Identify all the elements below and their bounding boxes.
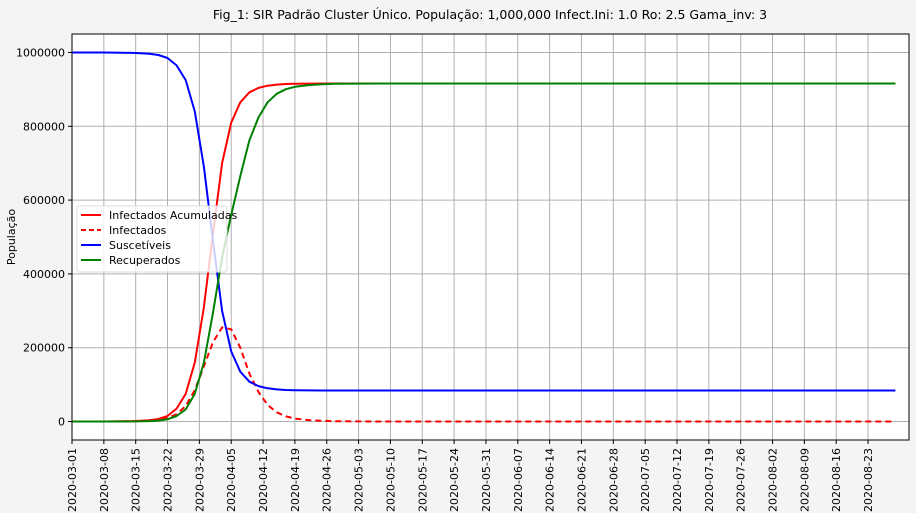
x-tick-label: 2020-06-14 xyxy=(544,448,557,512)
y-tick-label: 600000 xyxy=(23,194,65,207)
x-tick-label: 2020-07-12 xyxy=(671,448,684,512)
plot-area xyxy=(71,33,910,441)
x-tick-label: 2020-03-22 xyxy=(162,448,175,512)
legend-box xyxy=(76,205,228,273)
x-axis: 2020-03-01 2020-03-08 2020-03-15 2020-03-22… xyxy=(66,440,875,512)
x-tick-label: 2020-04-12 xyxy=(257,448,270,512)
y-tick-label: 400000 xyxy=(23,268,65,281)
legend: Infectados Acumuladas Infectados Suscetíve… xyxy=(76,205,237,273)
x-tick-label: 2020-05-24 xyxy=(448,448,461,512)
x-tick-label: 2020-08-23 xyxy=(862,448,875,512)
y-tick-label: 1000000 xyxy=(16,46,65,59)
x-tick-label: 2020-08-09 xyxy=(798,448,811,512)
x-tick-label: 2020-07-19 xyxy=(703,448,716,512)
x-tick-label: 2020-04-19 xyxy=(289,448,302,512)
x-tick-label: 2020-04-26 xyxy=(321,448,334,512)
x-tick-label: 2020-07-05 xyxy=(639,448,652,512)
y-axis: 0 200000 400000 600000 800000 1000000 xyxy=(16,46,72,429)
x-tick-label: 2020-05-03 xyxy=(353,448,366,512)
y-tick-label: 200000 xyxy=(23,342,65,355)
x-tick-label: 2020-05-17 xyxy=(416,448,429,512)
legend-label: Infectados xyxy=(109,224,167,237)
x-tick-label: 2020-04-05 xyxy=(225,448,238,512)
x-tick-label: 2020-06-28 xyxy=(607,448,620,512)
x-tick-label: 2020-08-16 xyxy=(830,448,843,512)
x-tick-label: 2020-03-08 xyxy=(98,448,111,512)
x-tick-label: 2020-03-15 xyxy=(130,448,143,512)
x-tick-label: 2020-05-31 xyxy=(480,448,493,512)
x-tick-label: 2020-08-02 xyxy=(767,448,780,512)
x-tick-label: 2020-05-10 xyxy=(384,448,397,512)
legend-label: Infectados Acumuladas xyxy=(109,209,237,222)
legend-label: Recuperados xyxy=(109,254,181,267)
chart-title: Fig_1: SIR Padrão Cluster Único. Populaç… xyxy=(213,7,767,22)
y-tick-label: 800000 xyxy=(23,120,65,133)
series-line-suscet-veis xyxy=(72,51,896,392)
x-tick-label: 2020-06-21 xyxy=(575,448,588,512)
x-tick-label: 2020-07-26 xyxy=(735,448,748,512)
x-tick-label: 2020-03-01 xyxy=(66,448,79,512)
x-tick-label: 2020-03-29 xyxy=(193,448,206,512)
y-axis-label: População xyxy=(5,209,18,266)
legend-label: Suscetíveis xyxy=(109,239,171,252)
y-tick-label: 0 xyxy=(58,416,65,429)
plot-frame xyxy=(71,33,910,441)
series-line-recuperados xyxy=(72,82,896,423)
x-tick-label: 2020-06-07 xyxy=(512,448,525,512)
series-lines xyxy=(72,51,896,423)
